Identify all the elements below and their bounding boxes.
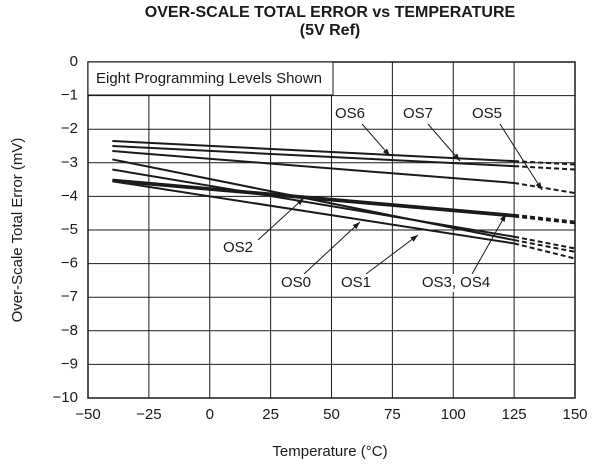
annotation-arrow — [427, 123, 461, 162]
annotation-arrow — [365, 234, 419, 275]
y-tick-label: −9 — [61, 355, 78, 372]
x-tick-label: 75 — [384, 406, 401, 423]
series-line — [112, 150, 515, 184]
note: Eight Programming Levels Shown — [96, 70, 322, 87]
x-tick-label: 50 — [323, 406, 340, 423]
arrow-head — [499, 214, 506, 222]
series-extrapolation — [514, 215, 576, 225]
annotation: OS6 — [335, 105, 365, 122]
y-tick-label: −5 — [61, 221, 78, 238]
y-tick-label: −6 — [61, 255, 78, 272]
series-line — [112, 139, 515, 163]
arrow-head — [453, 153, 460, 161]
y-tick-label: −2 — [61, 120, 78, 137]
series-extrapolation — [513, 242, 576, 260]
annotation-arrow — [471, 213, 507, 275]
annotation-arrow — [257, 197, 305, 241]
chart-title: OVER-SCALE TOTAL ERROR vs TEMPERATURE — [145, 4, 516, 21]
series-line — [112, 180, 515, 245]
x-tick-label: 150 — [562, 406, 587, 423]
arrow-head — [382, 148, 390, 156]
x-tick-label: 125 — [502, 406, 527, 423]
y-tick-label: 0 — [70, 53, 78, 70]
series-line — [112, 168, 515, 238]
series-line — [112, 145, 515, 168]
series-extrapolation — [514, 165, 576, 171]
arrow-head — [410, 235, 418, 242]
y-tick-label: −8 — [61, 322, 78, 339]
annotation: OS3, OS4 — [422, 274, 490, 291]
y-tick-label: −3 — [61, 154, 78, 171]
chart-subtitle: (5V Ref) — [300, 22, 360, 39]
x-tick-label: −50 — [75, 406, 100, 423]
arrow-head — [352, 222, 360, 230]
x-tick-label: 0 — [206, 406, 214, 423]
annotation-bg — [469, 105, 505, 123]
annotation-arrow — [303, 221, 361, 275]
annotation: OS5 — [472, 105, 502, 122]
y-tick-label: −7 — [61, 288, 78, 305]
series-line — [112, 180, 515, 218]
series-extrapolation — [513, 239, 576, 253]
arrow-head — [296, 198, 304, 206]
series-extrapolation — [514, 213, 576, 223]
note-box — [87, 61, 334, 96]
x-tick-label: 100 — [441, 406, 466, 423]
y-axis-label: Over-Scale Total Error (mV) — [9, 138, 26, 323]
annotation-arrow — [499, 123, 543, 191]
arrow-head — [535, 182, 542, 190]
annotation-bg — [278, 274, 314, 292]
annotation-bg — [400, 105, 436, 123]
series-extrapolation — [513, 181, 576, 195]
x-tick-label: −25 — [136, 406, 161, 423]
annotation-bg — [220, 239, 256, 257]
annotation: OS1 — [341, 274, 371, 291]
series-extrapolation — [513, 235, 576, 250]
annotation-bg — [338, 274, 374, 292]
y-tick-label: −1 — [61, 87, 78, 104]
annotation-bg — [332, 105, 368, 123]
y-tick-label: −10 — [53, 389, 78, 406]
annotation: OS0 — [281, 274, 311, 291]
x-tick-label: 25 — [262, 406, 279, 423]
x-axis-label: Temperature (°C) — [272, 443, 387, 460]
y-tick-label: −4 — [61, 187, 78, 204]
annotation: OS2 — [223, 239, 253, 256]
annotation: OS7 — [403, 105, 433, 122]
annotation-bg — [419, 274, 493, 292]
series-line — [112, 178, 515, 216]
